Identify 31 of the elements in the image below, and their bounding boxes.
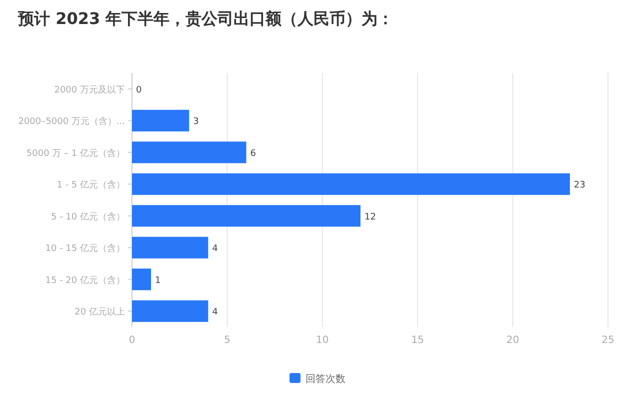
y-tick-label: 15 - 20 亿元（含） [45,274,125,286]
data-label: 23 [574,180,586,191]
x-tick-label: 15 [411,335,424,346]
bar [132,268,152,290]
data-label: 4 [212,244,218,254]
bar [132,236,208,258]
x-tick-label: 0 [128,335,136,346]
x-tick-label: 25 [602,335,614,346]
y-tick-label: 10 - 15 亿元（含） [45,243,125,254]
bar [132,142,246,164]
legend-label: 回答次数 [306,373,346,385]
x-tick-label: 10 [316,335,329,346]
chart-title: 预计 2023 年下半年，贵公司出口额（人民币）为： [17,9,394,28]
bar [132,205,360,227]
bar [132,300,208,322]
x-tick-label: 20 [506,335,520,346]
y-tick-label: 2000–5000 万元（含）... [18,116,125,128]
data-label: 12 [364,212,376,222]
bar [132,173,570,195]
data-label: 0 [136,85,142,96]
y-tick-label: 20 亿元以上 [74,306,125,318]
data-label: 4 [212,308,218,318]
bar [132,110,190,132]
y-tick-label: 1 - 5 亿元（含） [56,180,125,191]
data-label: 3 [193,117,199,128]
data-label: 1 [155,276,161,286]
data-label: 6 [250,148,256,159]
y-tick-label: 5000 万 – 1 亿元（含） [26,148,125,159]
y-tick-label: 5 - 10 亿元（含） [50,211,125,222]
y-tick-label: 2000 万元及以下 [54,84,125,96]
x-tick-label: 5 [224,335,230,346]
